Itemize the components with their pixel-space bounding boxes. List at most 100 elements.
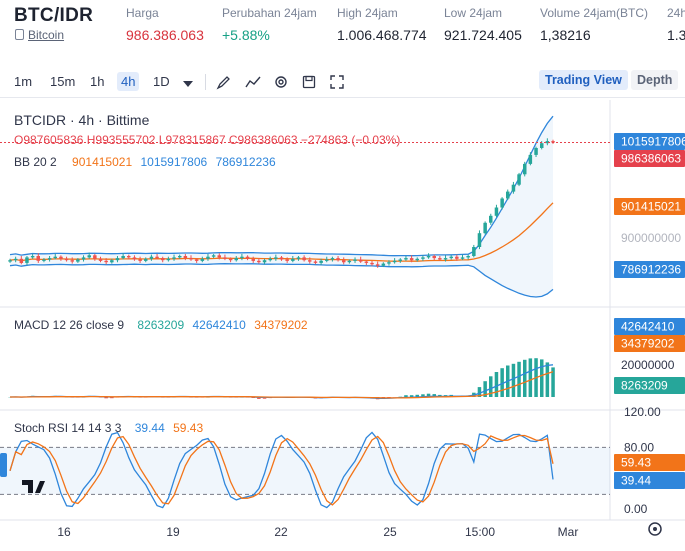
candle (330, 258, 335, 260)
ohlc-legend: O987605836 H993555702 L978315867 C986386… (14, 133, 401, 147)
fullscreen-icon[interactable] (329, 74, 345, 90)
candle (540, 143, 544, 148)
macd-histogram-bar (426, 393, 431, 397)
macd-histogram-bar (500, 368, 504, 397)
stat-label: Perubahan 24jam (222, 6, 317, 20)
candle (449, 256, 453, 259)
candle (144, 258, 148, 261)
time-axis-label: 19 (166, 525, 180, 539)
price-axis-label-bg (614, 261, 685, 278)
candle (59, 256, 63, 259)
price-axis-label: 1015917806 (621, 135, 685, 149)
candle (110, 260, 114, 263)
candle (166, 258, 171, 261)
timeframe-1d[interactable]: 1D (153, 74, 170, 89)
candle (404, 258, 408, 260)
candle (132, 257, 137, 260)
trading-view-tab[interactable]: Trading View (539, 70, 628, 90)
candle (64, 258, 69, 261)
save-icon[interactable] (301, 74, 317, 90)
candle (274, 257, 278, 259)
timeframe-4h[interactable]: 4h (117, 72, 140, 91)
timeframe-1m[interactable]: 1m (14, 74, 33, 89)
candle (359, 259, 363, 262)
macd-histogram-bar (398, 396, 402, 397)
stoch-axis-tick: 0.00 (624, 502, 648, 516)
candle (528, 154, 533, 164)
macd-histogram-bar (483, 381, 487, 397)
settings-icon[interactable] (273, 74, 289, 90)
candle (223, 257, 227, 259)
chart-toolbar: 1m 15m 1h 4h 1D Trading View Depth (0, 64, 685, 98)
candle (87, 255, 91, 258)
macd-histogram-bar (494, 372, 499, 397)
candle (545, 141, 550, 144)
draw-icon[interactable] (216, 74, 232, 90)
stat-value: 921.724.405 (444, 27, 522, 43)
candle (506, 191, 510, 199)
candle (319, 260, 323, 263)
price-axis-label-bg (614, 150, 685, 167)
stat-value: +5.88% (222, 27, 270, 43)
macd-axis-label-bg (614, 335, 685, 352)
stoch-d-line (9, 434, 554, 506)
pane-handle (0, 453, 7, 477)
stat-value: 986.386.063 (126, 27, 204, 43)
price-chart[interactable]: 1015917806 986386063 901415021 786912236 900… (0, 100, 685, 546)
macd-histogram-bar (257, 397, 261, 399)
macd-signal-value: 34379202 (254, 318, 308, 332)
candle (477, 233, 482, 247)
stoch-d-value: 59.43 (173, 421, 204, 435)
candle (70, 260, 74, 262)
candle (398, 259, 402, 261)
candle (387, 262, 391, 264)
candle (347, 260, 352, 263)
candle (81, 257, 86, 260)
bb-lower-line (9, 263, 554, 298)
stat-label: Volume 24jam(BTC) (540, 6, 649, 20)
candle (178, 256, 182, 258)
timeframe-1h[interactable]: 1h (90, 74, 105, 89)
candle (296, 257, 301, 259)
candle (115, 258, 120, 261)
candle (551, 141, 555, 143)
coin-link[interactable]: Bitcoin (28, 28, 65, 42)
candle (534, 148, 538, 155)
macd-histogram-bar (415, 394, 419, 397)
macd-histogram-bar (528, 358, 533, 397)
candle (342, 260, 346, 263)
stoch-axis-label-bg (614, 454, 685, 471)
indicator-icon[interactable] (245, 74, 261, 90)
chart-settings-icon-dot (653, 527, 657, 531)
candle (392, 260, 397, 263)
candle (517, 174, 521, 185)
macd-histogram-bar (409, 395, 414, 397)
macd-signal-line (10, 371, 554, 399)
ticker-header: BTC/IDR Bitcoin Harga 986.386.063 Perubaha… (0, 0, 685, 56)
stat-label: Low 24jam (444, 6, 503, 20)
macd-line-value: 42642410 (192, 318, 246, 332)
macd-histogram-bar (98, 397, 103, 398)
price-axis-label: 786912236 (621, 263, 681, 277)
candle (500, 198, 504, 208)
chart-area[interactable]: 1015917806 986386063 901415021 786912236 900… (0, 100, 685, 546)
tradingview-logo-icon (22, 480, 45, 493)
candle (138, 259, 142, 261)
time-axis-label: 25 (383, 525, 397, 539)
macd-histogram-bar (511, 363, 516, 397)
candle (172, 257, 176, 259)
macd-histogram-bar (104, 397, 108, 399)
chevron-down-icon[interactable] (180, 76, 196, 92)
macd-histogram-bar (404, 395, 408, 397)
candle (455, 256, 459, 259)
candle (245, 256, 250, 259)
macd-histogram-bar (489, 376, 493, 397)
candle (104, 260, 108, 263)
depth-tab[interactable]: Depth (631, 70, 679, 90)
candle (472, 247, 476, 256)
candle (415, 258, 419, 261)
candle (262, 260, 267, 263)
macd-histogram-bar (540, 359, 544, 397)
timeframe-15m[interactable]: 15m (50, 74, 76, 89)
macd-histogram-bar (517, 361, 521, 397)
